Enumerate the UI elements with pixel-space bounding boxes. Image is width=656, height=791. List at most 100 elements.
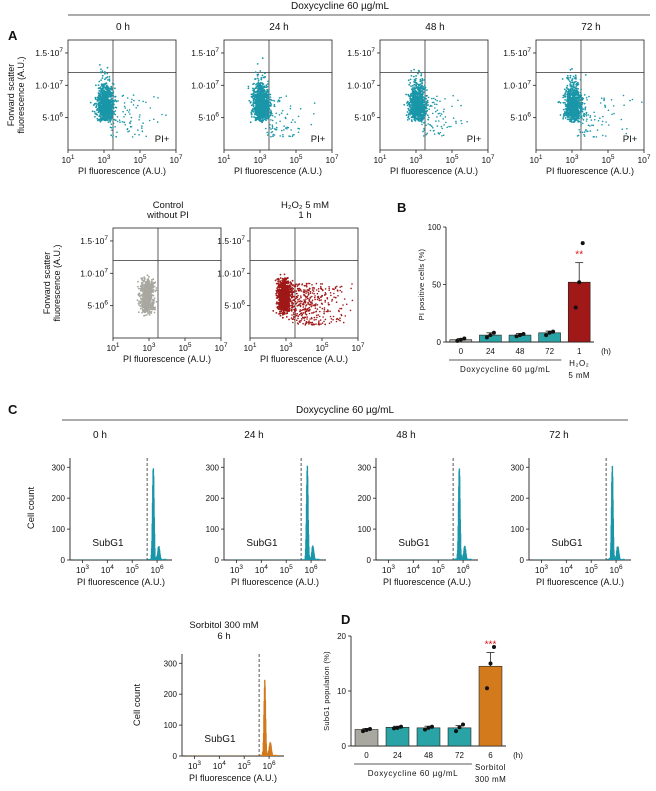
data-point [435,110,437,113]
data-point [257,105,259,108]
data-point [100,83,103,86]
data-point [612,105,615,107]
data-point [154,290,157,293]
data-point [101,91,103,94]
data-point [268,108,271,111]
data-point [409,78,412,81]
data-point [282,134,284,136]
data-point [146,312,149,314]
data-point [269,123,271,126]
data-point [275,122,278,124]
data-point [434,98,437,101]
data-point [573,118,576,121]
data-point [105,100,108,102]
data-point [292,134,294,136]
data-point [148,314,151,316]
data-point [568,97,571,100]
data-point [415,77,417,80]
data-point [431,97,433,100]
data-point [626,128,628,130]
data-point [138,116,141,118]
data-point [567,92,570,95]
data-point [641,101,643,103]
data-point [426,104,428,107]
data-point [119,121,121,123]
data-point [106,95,109,98]
data-point [122,94,125,97]
data-point [252,108,254,110]
data-point [259,113,262,116]
data-point [97,84,100,86]
data-point [572,83,575,85]
data-point [139,305,142,307]
y-axis-title: Forward scatter [6,64,16,127]
data-point [410,112,413,115]
data-point [586,130,588,133]
data-point [434,107,436,109]
data-point [113,111,115,113]
data-point [100,119,103,121]
x-tick-label: 105 [133,154,146,165]
data-point [436,99,438,102]
data-point [275,112,278,115]
data-point [267,94,270,96]
data-point [107,99,110,102]
data-point [146,299,149,302]
data-point [418,115,421,118]
data-point [576,119,578,122]
data-point [264,95,267,98]
data-point [126,109,129,112]
data-point [409,106,412,109]
data-point [281,109,284,112]
data-point [279,120,281,123]
data-point [132,104,135,106]
data-point [610,99,613,101]
data-point [572,112,574,115]
data-point [249,121,252,124]
x-tick-label: 105 [445,154,458,165]
data-point [253,90,255,93]
data-point [592,124,595,127]
data-point [106,107,108,110]
data-point [417,72,419,75]
data-point [566,98,569,101]
data-point [631,98,634,101]
data-point [586,99,588,101]
data-point [97,102,100,105]
x-axis-title: PI fluorescence (A.U.) [234,166,322,176]
data-point [274,128,276,130]
data-point [411,84,414,87]
data-point [247,85,250,88]
data-point [439,115,442,117]
data-point [571,87,574,90]
data-point [97,118,100,121]
data-point [421,107,424,110]
data-point [128,111,130,113]
data-point [423,129,426,132]
data-point [443,108,445,110]
data-point [411,95,414,98]
data-point [431,101,434,104]
data-point [575,114,578,116]
data-point [106,91,109,94]
data-point [572,75,575,78]
data-point [593,135,595,138]
data-point [297,127,299,130]
data-point [576,106,579,108]
data-point [131,136,134,138]
data-point [423,101,425,103]
data-point [574,87,577,90]
data-point [116,131,118,134]
scatter-plot-dox-1 [221,39,333,153]
data-point [574,77,577,80]
data-point [148,293,151,296]
data-point [415,86,417,88]
data-point [422,117,425,119]
data-point [436,109,439,112]
data-point [603,99,605,102]
data-point [411,89,414,91]
data-point [139,297,142,299]
data-point [273,103,276,106]
data-point [423,79,426,81]
data-point [252,83,255,85]
